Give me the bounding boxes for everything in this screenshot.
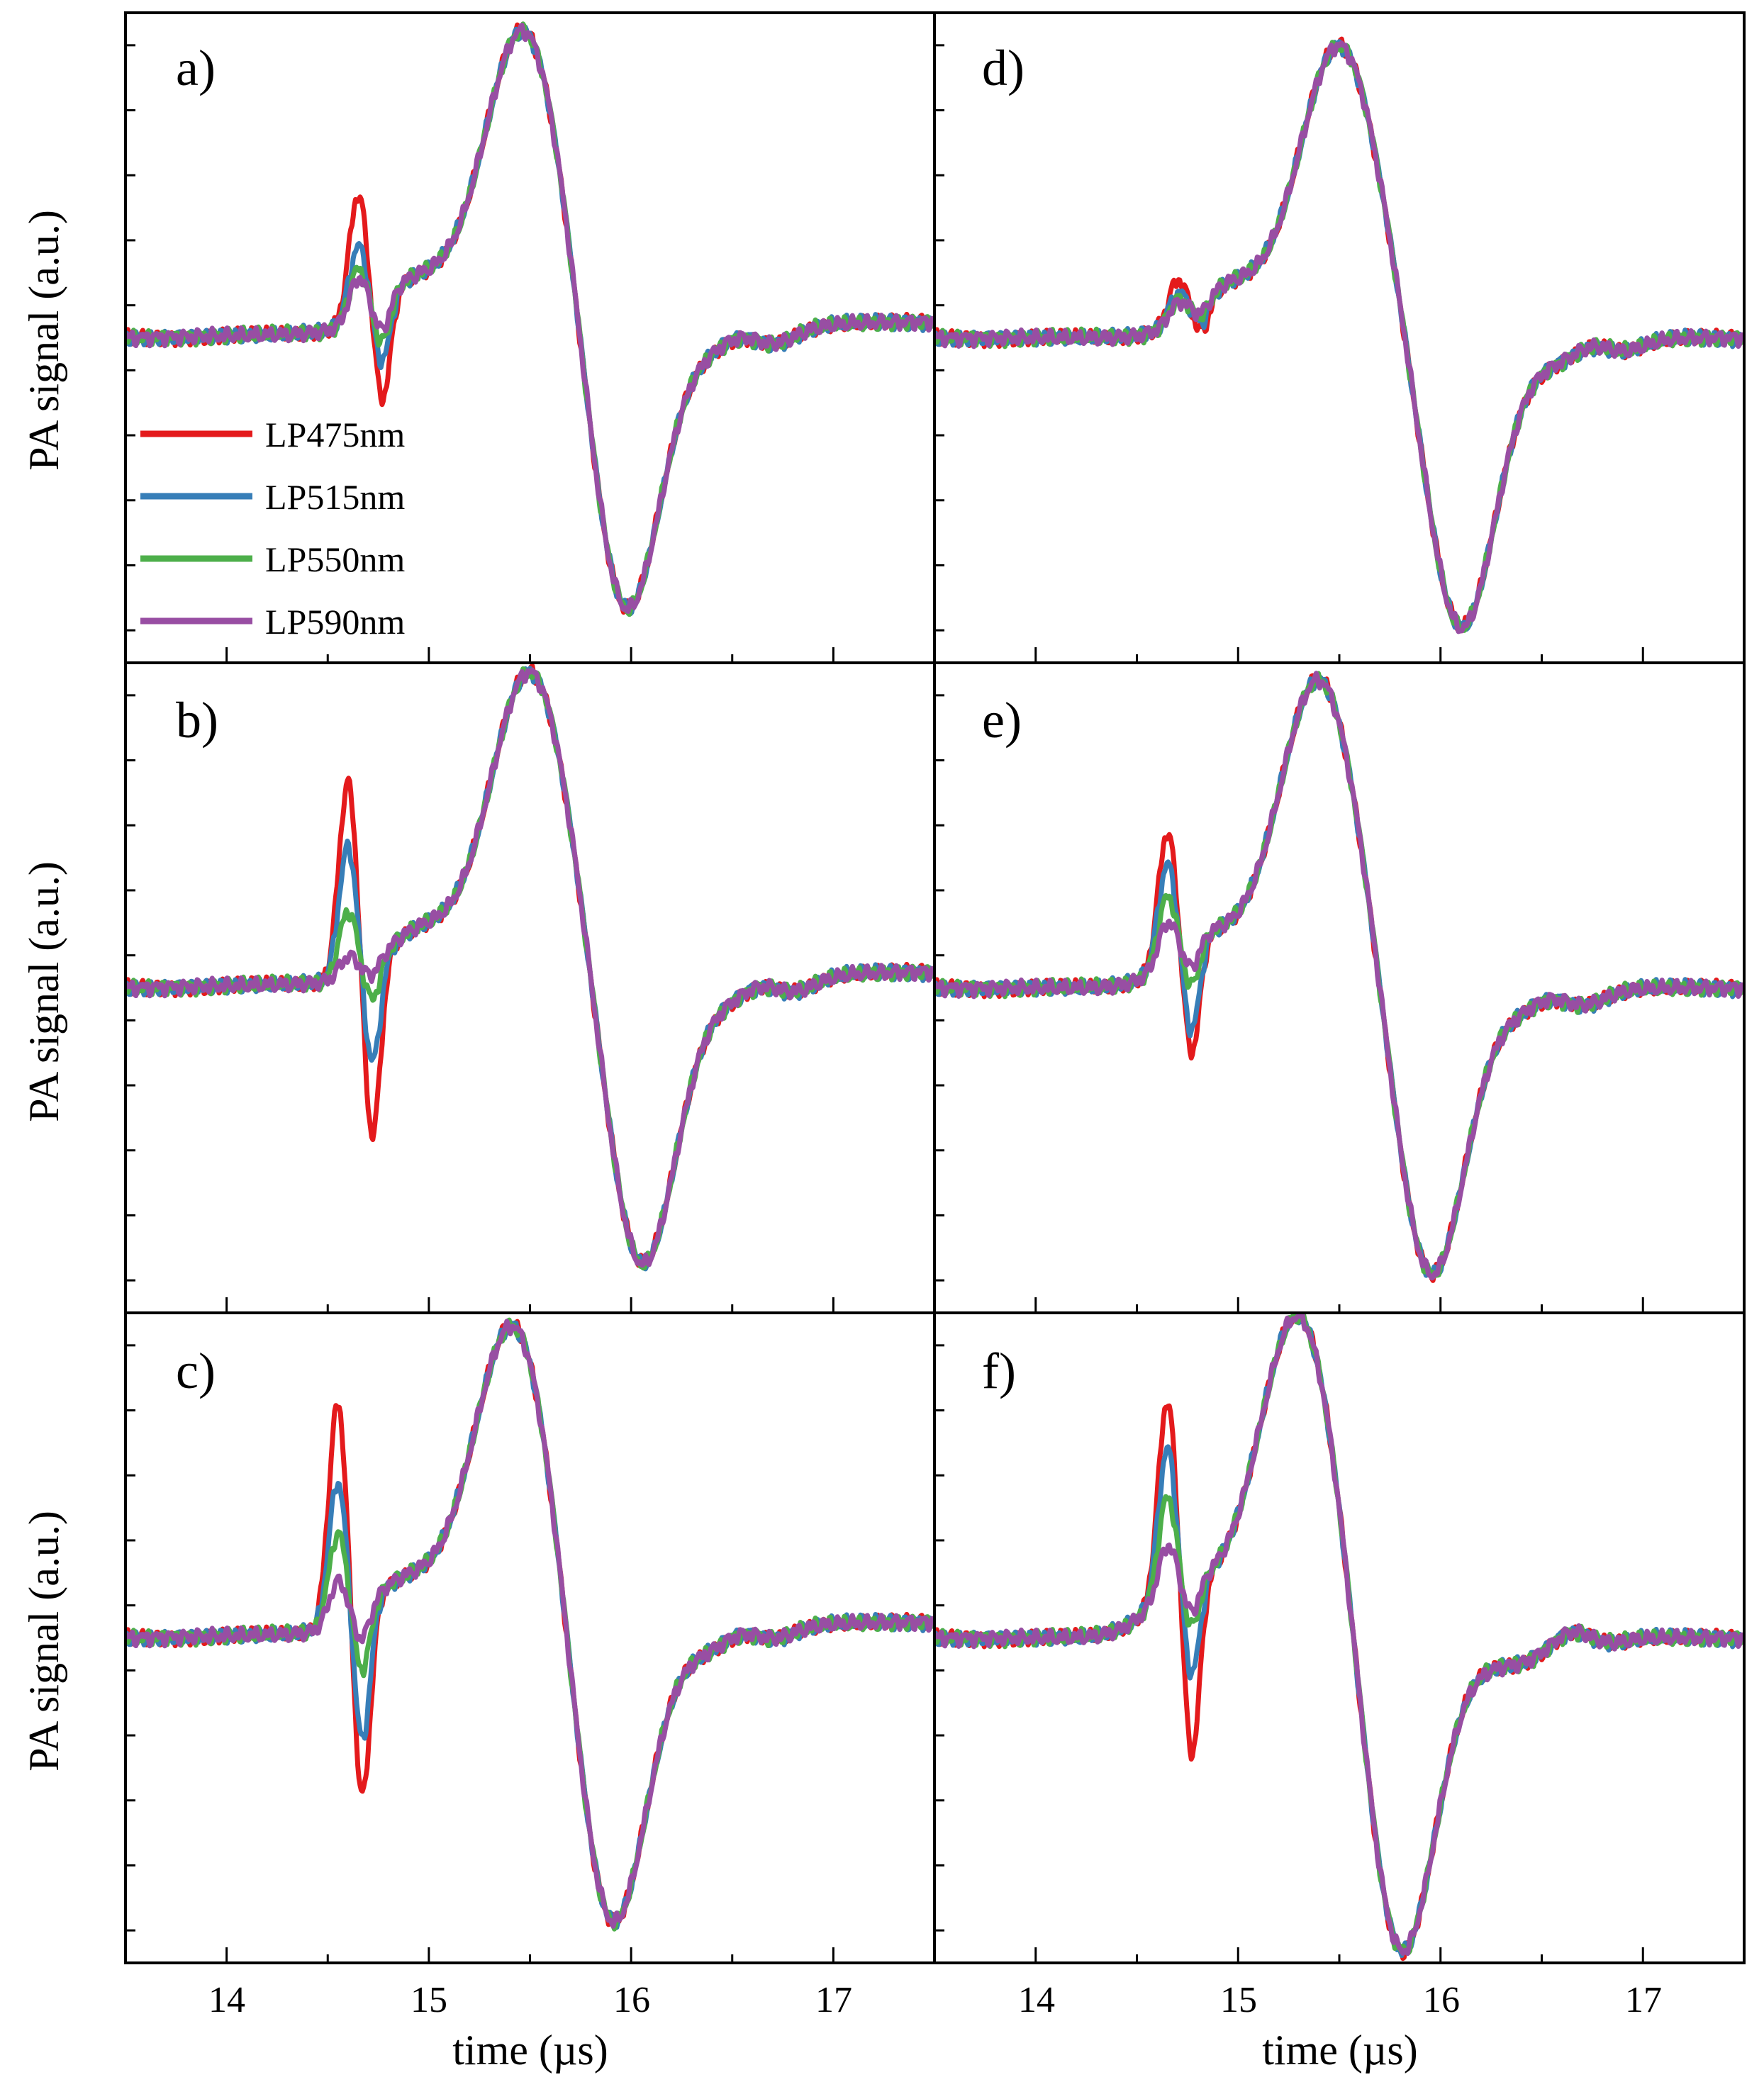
y-axis-title-row1: PA signal (a.u.) [21, 210, 67, 471]
x-tick-label: 16 [613, 1980, 650, 2020]
series-line-lp475nm [127, 22, 933, 615]
x-tick-label: 15 [1220, 1980, 1257, 2020]
legend-label-lp475: LP475nm [265, 415, 405, 454]
panel-label-b: b) [176, 692, 218, 749]
panel-d [933, 11, 1746, 664]
x-tick-label: 16 [1423, 1980, 1460, 2020]
panel-label-e: e) [982, 692, 1022, 749]
panel-label-f: f) [982, 1343, 1016, 1399]
panel-c [124, 1311, 936, 1964]
series-line-lp550nm [127, 666, 933, 1271]
x-tick-label: 15 [411, 1980, 447, 2020]
series-line-lp590nm [127, 1319, 933, 1929]
x-tick-label: 14 [1018, 1980, 1055, 2020]
series-line-lp590nm [936, 1314, 1743, 1957]
panels [124, 11, 1746, 1964]
panel-label-c: c) [176, 1343, 216, 1399]
series-line-lp550nm [127, 21, 933, 617]
legend-label-lp550: LP550nm [265, 539, 405, 579]
x-axis-title-left: time (µs) [452, 2027, 608, 2073]
series-line-lp590nm [936, 671, 1743, 1281]
legend: LP475nm LP515nm LP550nm LP590nm [140, 415, 405, 642]
panel-label-d: d) [982, 40, 1025, 96]
y-axis-title-row2: PA signal (a.u.) [21, 861, 67, 1122]
x-tick-label: 17 [815, 1980, 852, 2020]
series-line-lp590nm [936, 40, 1743, 634]
series-line-lp550nm [936, 40, 1743, 633]
x-axis-title-right: time (µs) [1262, 2027, 1418, 2073]
series-line-lp550nm [936, 1314, 1743, 1955]
x-tick-label: 14 [208, 1980, 245, 2020]
x-tick-label: 17 [1625, 1980, 1662, 2020]
legend-label-lp590: LP590nm [265, 602, 405, 642]
series-line-lp590nm [127, 667, 933, 1268]
y-axis-title-row3: PA signal (a.u.) [21, 1511, 67, 1771]
series-line-lp475nm [127, 664, 933, 1268]
panel-b [124, 661, 936, 1314]
panel-e [933, 661, 1746, 1314]
series-line-lp515nm [127, 666, 933, 1272]
panel-label-a: a) [176, 40, 216, 96]
series-line-lp550nm [936, 671, 1743, 1279]
panel-f [933, 1311, 1746, 1964]
series-line-lp475nm [936, 673, 1743, 1283]
panel-a [124, 11, 936, 664]
legend-label-lp515: LP515nm [265, 477, 405, 517]
series-line-lp515nm [936, 674, 1743, 1279]
series-line-lp590nm [127, 23, 933, 614]
